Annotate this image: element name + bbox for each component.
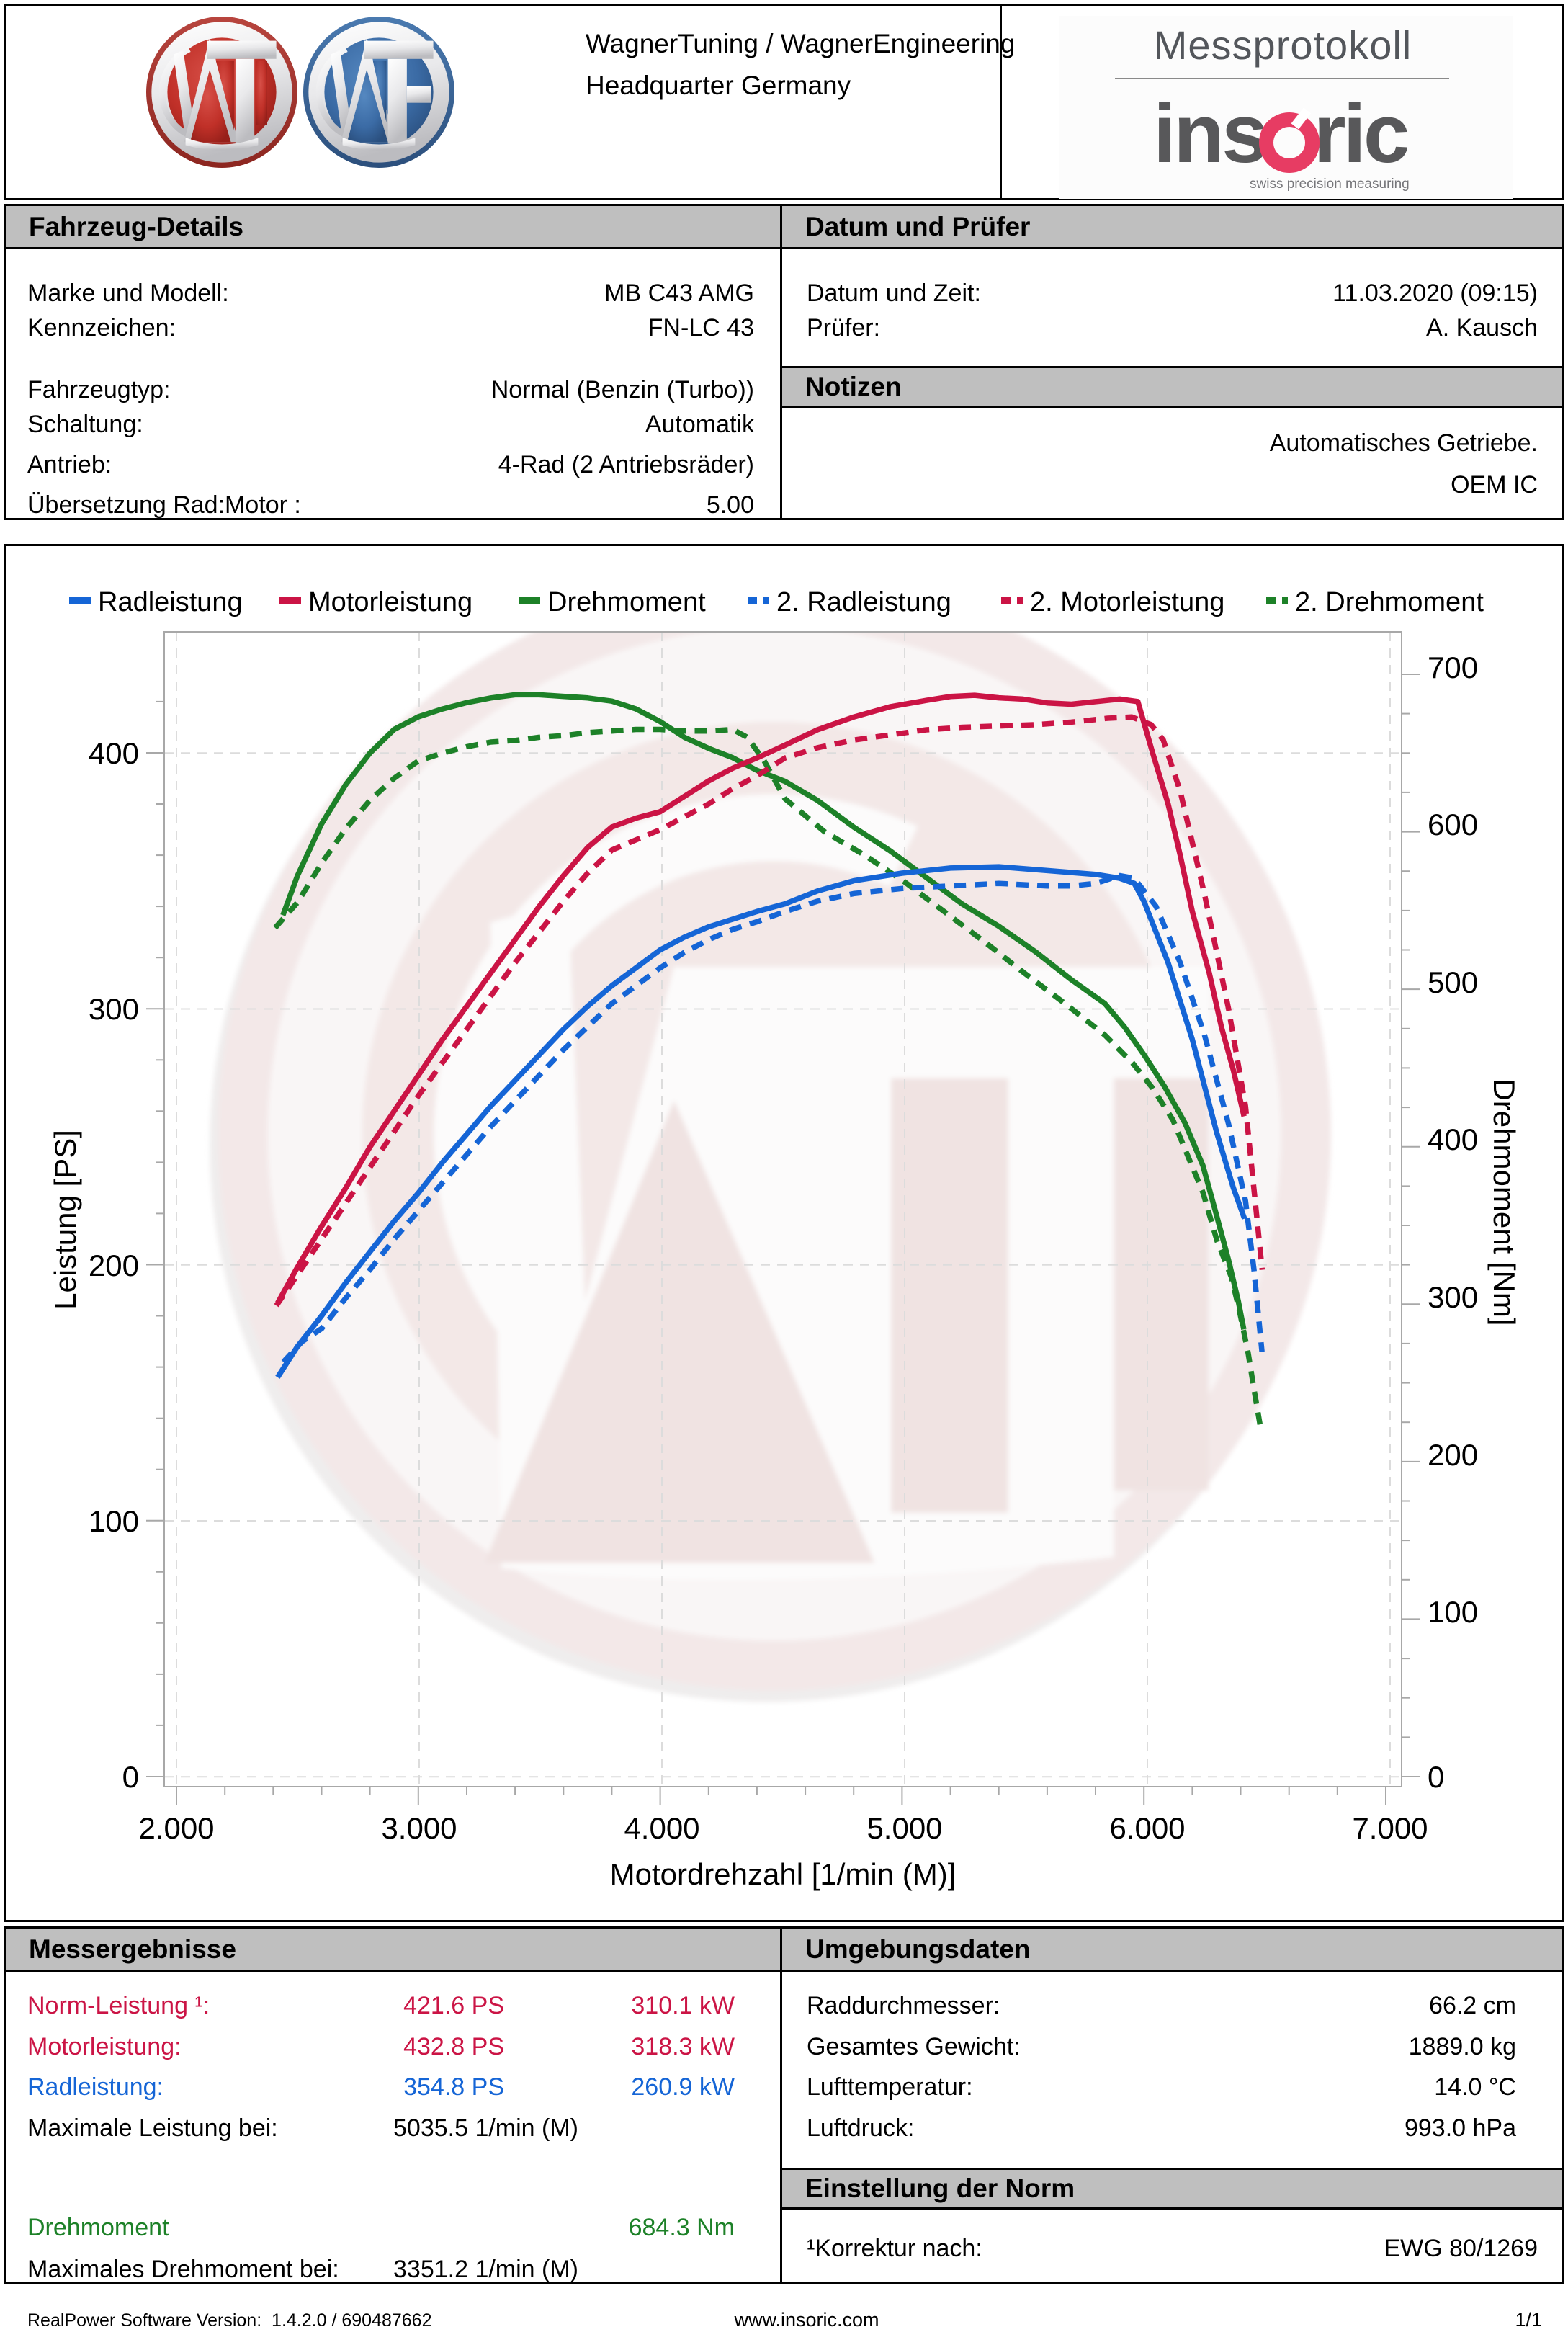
svg-text:2. Radleistung: 2. Radleistung (776, 587, 951, 617)
svg-text:500: 500 (1428, 965, 1478, 999)
svg-text:5.000: 5.000 (866, 1811, 942, 1845)
svg-text:Motordrehzahl [1/min (M)]: Motordrehzahl [1/min (M)] (610, 1857, 957, 1891)
svg-text:Drehmoment [Nm]: Drehmoment [Nm] (1487, 1078, 1521, 1326)
svg-text:7.000: 7.000 (1352, 1811, 1428, 1845)
svg-text:2. Drehmoment: 2. Drehmoment (1295, 587, 1484, 617)
svg-text:Radleistung: Radleistung (98, 587, 243, 617)
svg-text:0: 0 (122, 1760, 139, 1794)
svg-text:600: 600 (1428, 808, 1478, 841)
svg-text:0: 0 (1428, 1760, 1444, 1794)
svg-text:400: 400 (89, 736, 139, 770)
svg-text:100: 100 (1428, 1595, 1478, 1629)
svg-text:Leistung [PS]: Leistung [PS] (48, 1130, 82, 1310)
svg-text:200: 200 (89, 1248, 139, 1282)
svg-text:2.000: 2.000 (138, 1811, 214, 1845)
svg-text:Motorleistung: Motorleistung (308, 587, 472, 617)
svg-text:100: 100 (89, 1504, 139, 1538)
svg-text:4.000: 4.000 (624, 1811, 699, 1845)
svg-text:300: 300 (89, 992, 139, 1026)
svg-text:Drehmoment: Drehmoment (547, 587, 706, 617)
svg-text:400: 400 (1428, 1122, 1478, 1156)
svg-text:300: 300 (1428, 1280, 1478, 1314)
svg-text:700: 700 (1428, 651, 1478, 684)
svg-text:200: 200 (1428, 1438, 1478, 1472)
svg-text:6.000: 6.000 (1109, 1811, 1185, 1845)
svg-text:3.000: 3.000 (381, 1811, 457, 1845)
svg-text:2. Motorleistung: 2. Motorleistung (1030, 587, 1224, 617)
